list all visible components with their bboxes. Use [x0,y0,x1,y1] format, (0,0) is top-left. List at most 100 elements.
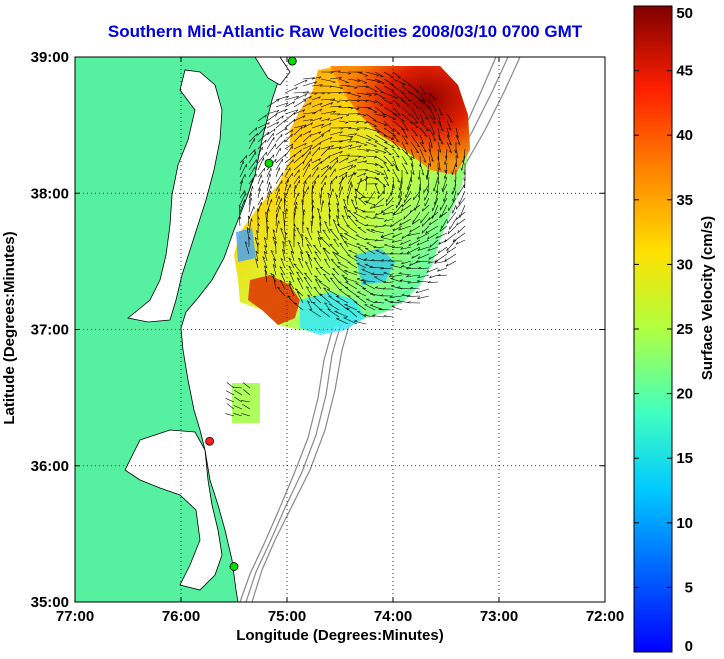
velocity-vector [410,134,420,148]
velocity-vector [328,193,331,206]
velocity-vector [363,314,376,318]
velocity-vector-head [280,258,284,261]
velocity-vector [347,92,362,97]
velocity-vector-head [456,135,459,138]
velocity-vector-head [254,237,258,240]
velocity-vector [266,128,276,136]
velocity-vector-head [328,129,331,133]
velocity-vector [426,267,439,273]
velocity-vector [374,106,386,116]
velocity-vector [320,129,331,136]
velocity-vector [248,149,256,157]
velocity-vector [354,320,367,325]
velocity-vector [266,132,274,143]
velocity-vector-head [421,230,424,234]
velocity-vector [302,180,306,192]
velocity-vector-head [292,101,295,105]
velocity-vector-head [307,294,311,297]
velocity-vector [266,110,279,115]
velocity-vector-head [426,269,429,273]
velocity-vector [329,105,342,108]
velocity-vector-head [406,267,410,270]
velocity-vector-head [336,175,338,179]
velocity-vector-head [369,265,373,268]
velocity-vector-head [322,247,326,250]
velocity-vector [410,162,415,175]
velocity-vector-head [266,219,269,223]
velocity-vector [445,162,448,173]
velocity-vector-head [306,243,310,247]
velocity-vector-head [411,255,414,259]
velocity-vector [434,190,439,205]
velocity-vector-head [397,105,401,107]
velocity-vector [343,317,358,325]
velocity-vector-head [264,245,267,248]
velocity-vector-head [347,215,351,218]
velocity-vector-head [397,195,400,199]
velocity-vector-head [380,267,384,270]
velocity-vector [412,211,421,224]
velocity-vector [398,183,403,199]
velocity-vector [365,134,378,142]
velocity-vector [266,185,272,199]
velocity-vector-head [336,300,340,302]
velocity-vector-head [263,251,267,254]
velocity-vector [266,190,271,206]
velocity-vector [344,304,358,311]
velocity-vector-head [331,180,333,184]
velocity-vector [383,148,392,156]
velocity-vector [257,196,263,206]
velocity-vector [455,211,466,220]
velocity-vector [293,263,304,276]
velocity-vector [357,246,367,255]
velocity-vector [320,155,331,164]
velocity-vector [288,265,295,276]
velocity-vector-head [364,122,368,124]
velocity-vector-head [339,87,343,90]
velocity-vector [366,242,376,248]
velocity-vector [225,413,235,417]
velocity-vector-head [389,300,393,303]
velocity-vector [454,176,457,191]
velocity-vector [310,220,313,234]
velocity-vector [319,222,322,234]
velocity-vector [338,154,350,157]
velocity-vector [280,227,286,241]
velocity-vector-head [341,215,345,218]
velocity-vector-head [457,230,459,234]
velocity-vector-head [455,241,459,245]
velocity-vector [356,141,368,146]
velocity-vector-head [318,131,322,135]
velocity-vector-head [392,228,395,232]
velocity-vector [411,253,421,259]
velocity-vector-head [295,87,298,90]
velocity-vector [398,225,412,231]
velocity-vector [242,389,251,396]
velocity-vector-head [289,272,293,275]
velocity-vector-head [330,102,333,105]
velocity-patch-e [355,248,395,285]
velocity-vector [416,280,430,283]
velocity-vector [410,113,418,124]
velocity-vector-head [374,164,378,167]
velocity-vector [420,211,430,224]
velocity-vector [354,301,367,311]
velocity-vector [410,106,420,120]
velocity-vector [356,71,368,77]
velocity-vector-head [437,181,440,185]
velocity-vector-head [345,174,348,178]
velocity-vector-head [438,137,441,141]
velocity-vector-head [425,174,428,178]
velocity-vector [347,164,357,171]
velocity-vector-head [322,229,326,232]
velocity-vector-head [416,117,419,120]
velocity-vector-head [276,121,279,125]
velocity-vector [284,167,291,178]
velocity-vector-head [329,166,331,170]
velocity-vector [302,133,312,143]
velocity-vector-head [376,191,380,194]
velocity-vector [275,188,280,199]
velocity-vector-head [317,237,321,240]
velocity-vector [338,157,349,164]
velocity-vector-head [397,148,401,150]
